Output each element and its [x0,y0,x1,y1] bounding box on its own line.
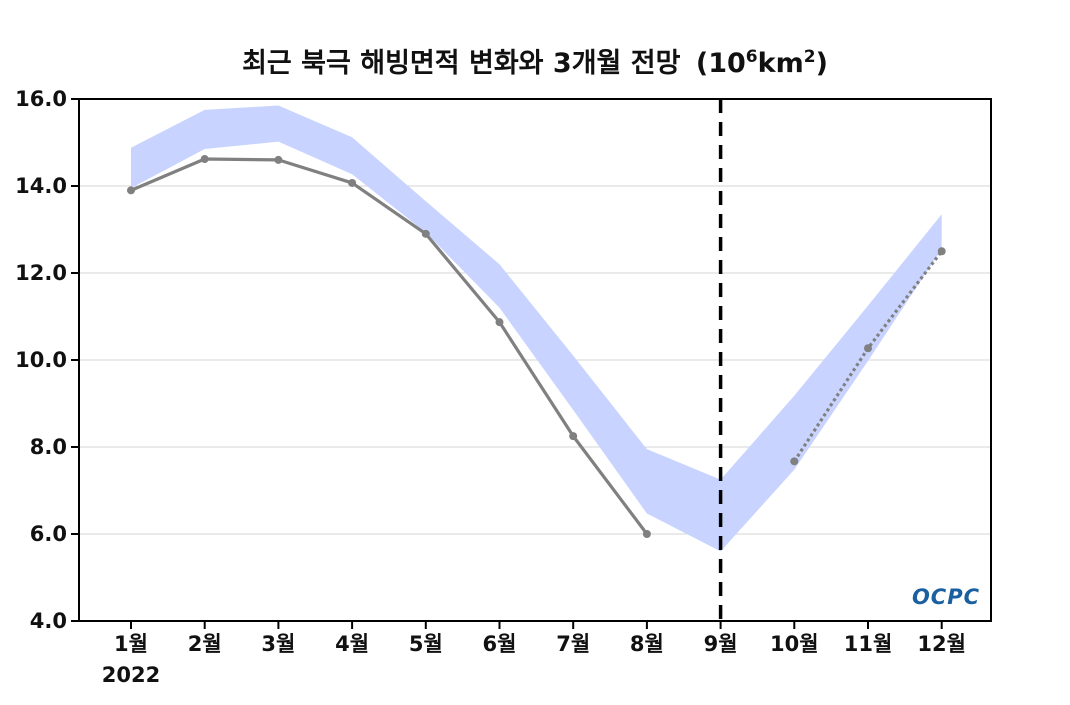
x-tick-label: 11월 [844,632,893,656]
forecast-point [937,247,946,256]
y-tick-label: 10.0 [15,348,67,372]
chart-title-text: 최근 북극 해빙면적 변화와 3개월 전망 [242,48,681,79]
series-layer [127,99,946,621]
observed-point [569,432,578,441]
ocpc-logo-text: OCPC [912,585,980,609]
ocpc-logo: OCPC [910,583,982,609]
y-tick-label: 6.0 [30,522,67,546]
y-tick-label: 8.0 [30,435,67,459]
range-band-layer [131,105,942,552]
observed-point [200,155,209,164]
observed-point [642,530,651,538]
x-tick-label: 6월 [483,632,517,656]
x-tick-label: 8월 [630,632,664,656]
observed-line [130,157,649,535]
x-tick-label: 1월 [114,632,148,656]
forecast-point [790,457,799,466]
chart-title: 최근 북극 해빙면적 변화와 3개월 전망 (106km2) [242,47,828,79]
observed-point [274,155,283,164]
year-label: 2022 [102,663,160,687]
x-tick-label: 10월 [770,632,819,656]
observed-point [421,229,430,238]
observed-point [127,186,135,195]
x-tick-label: 3월 [261,632,295,656]
y-tick-label: 12.0 [15,261,67,285]
x-tick-label: 12월 [917,632,966,656]
observed-point [495,318,504,327]
x-tick-label: 2월 [188,632,222,656]
observed-point [348,178,357,187]
forecast-point [864,344,872,353]
x-tick-label: 5월 [409,632,443,656]
chart-title-unit-base: (10 [696,48,746,79]
chart-title-unit-close: ) [816,48,828,79]
chart-title-unit-exp2: 2 [804,47,816,67]
y-tick-label: 16.0 [15,87,67,111]
x-tick-label: 7월 [556,632,590,656]
x-tick-label: 9월 [704,632,738,656]
axis-layer: 4.0 6.0 8.0 10.0 12.0 14.0 16.0 1월 2월 3월 4월 5월 6월 7월 8… [15,87,992,656]
chart-title-unit-exp: 6 [746,47,758,67]
x-tick-label: 4월 [335,632,369,656]
y-tick-label: 14.0 [15,174,67,198]
y-tick-label: 4.0 [30,609,67,633]
chart-title-unit-mid: km [758,48,804,79]
range-band [131,105,942,552]
